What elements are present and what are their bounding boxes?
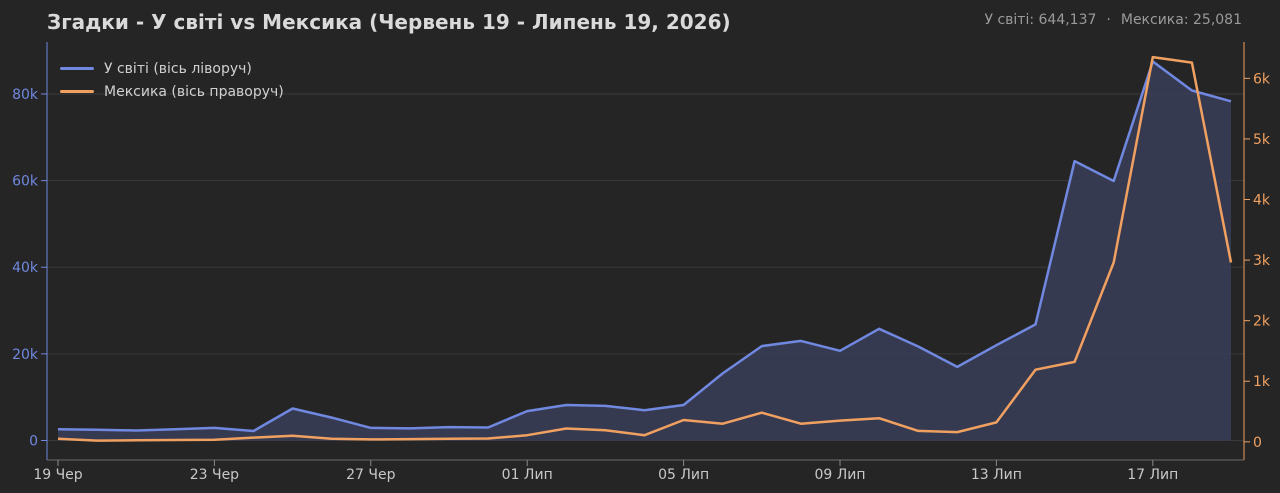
- legend-label-mexico: Мексика (вісь праворуч): [104, 83, 284, 100]
- y-left-tick-label: 80k: [12, 87, 39, 103]
- totals-summary: У світі: 644,137 · Мексика: 25,081: [984, 12, 1242, 28]
- world-area-fill: [58, 61, 1231, 441]
- chart-legend: У світі (вісь ліворуч) Мексика (вісь пра…: [60, 57, 284, 103]
- x-tick-label: 13 Лип: [971, 467, 1022, 483]
- y-right-tick-label: 2k: [1253, 314, 1271, 330]
- y-left-tick-label: 40k: [12, 260, 39, 276]
- legend-item-mexico: Мексика (вісь праворуч): [60, 80, 284, 103]
- chart-title: Згадки - У світі vs Мексика (Червень 19 …: [47, 10, 731, 34]
- y-right-tick-label: 3k: [1253, 253, 1271, 269]
- x-tick-label: 23 Чер: [190, 467, 239, 483]
- x-tick-label: 09 Лип: [814, 467, 865, 483]
- y-left-tick-label: 0: [29, 434, 38, 450]
- legend-item-world: У світі (вісь ліворуч): [60, 57, 284, 80]
- world-series-line: [57, 60, 1232, 433]
- x-tick-label: 27 Чер: [346, 467, 395, 483]
- legend-swatch-world: [60, 67, 94, 70]
- totals-separator: ·: [1106, 12, 1111, 28]
- x-tick-label: 01 Лип: [502, 467, 553, 483]
- legend-label-world: У світі (вісь ліворуч): [104, 60, 252, 77]
- y-right-tick-label: 1k: [1253, 374, 1271, 390]
- y-right-tick-label: 0: [1253, 435, 1262, 451]
- y-left-tick-label: 20k: [12, 347, 39, 363]
- x-tick-label: 05 Лип: [658, 467, 709, 483]
- x-tick-label: 17 Лип: [1127, 467, 1178, 483]
- y-right-tick-label: 6k: [1253, 71, 1271, 87]
- total-mexico: Мексика: 25,081: [1120, 12, 1242, 28]
- y-right-tick-label: 5k: [1253, 132, 1271, 148]
- total-world: У світі: 644,137: [984, 12, 1097, 28]
- legend-swatch-mexico: [60, 90, 94, 93]
- y-left-tick-label: 60k: [12, 174, 39, 190]
- mexico-series-line: [57, 55, 1233, 442]
- x-tick-label: 19 Чер: [33, 467, 82, 483]
- y-right-tick-label: 4k: [1253, 193, 1271, 209]
